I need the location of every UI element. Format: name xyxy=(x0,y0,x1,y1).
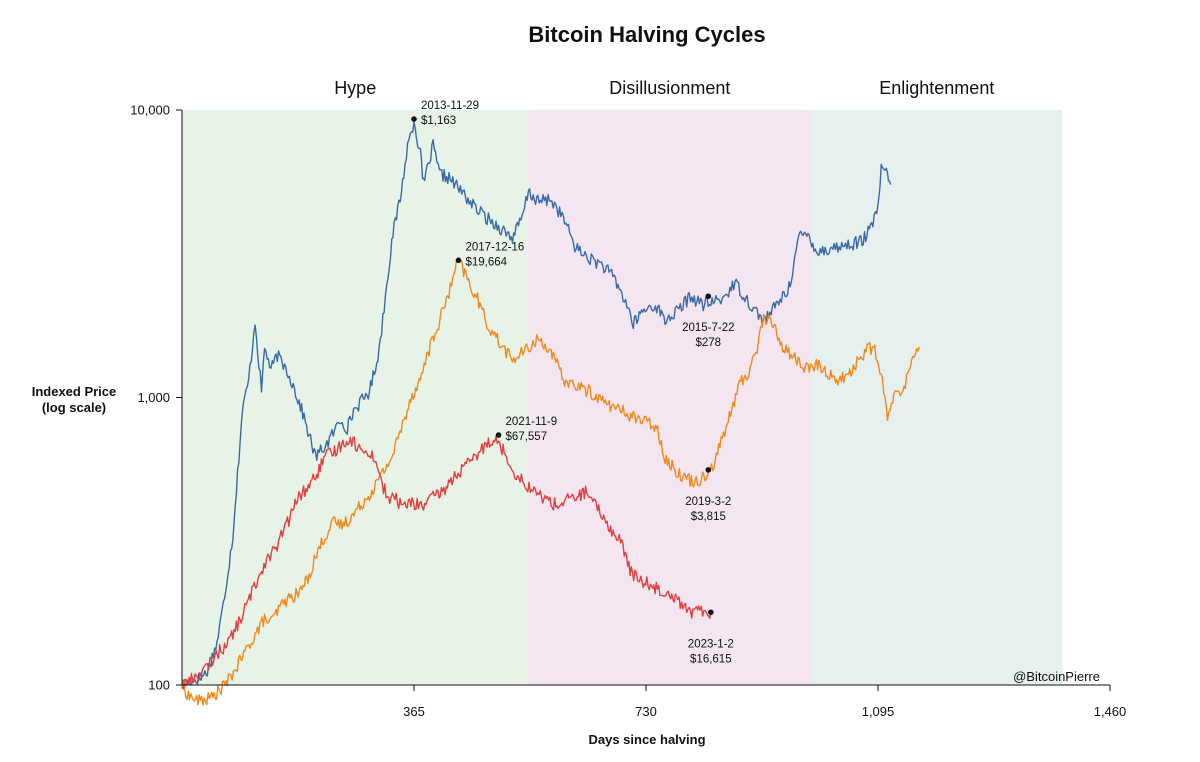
annotation-date: 2023-1-2 xyxy=(688,638,734,650)
annotation-dot xyxy=(705,467,712,473)
annotation-date: 2021-11-9 xyxy=(506,416,558,428)
x-tick-label: 365 xyxy=(403,704,425,719)
annotation-date: 2019-3-2 xyxy=(685,496,731,508)
y-tick-label: 100 xyxy=(148,678,170,693)
credit-handle: @BitcoinPierre xyxy=(1013,669,1100,684)
chart-title: Bitcoin Halving Cycles xyxy=(528,22,765,47)
phase-label-hype: Hype xyxy=(334,78,376,98)
series-lines xyxy=(181,121,920,706)
annotation-dot xyxy=(705,293,712,300)
annotation-date: 2017-12-16 xyxy=(465,241,524,253)
annotation-dot xyxy=(455,257,462,264)
phase-band-enlightenment xyxy=(811,110,1063,685)
x-tick-label: 1,460 xyxy=(1094,704,1127,719)
annotation-price: $1,163 xyxy=(421,115,456,127)
annotation-date: 2013-11-29 xyxy=(421,100,479,112)
annotation-price: $3,815 xyxy=(691,511,726,523)
phase-band-disillusionment xyxy=(528,110,812,685)
phase-bands xyxy=(182,110,1063,685)
x-tick-label: 1,095 xyxy=(862,704,895,719)
series-line-2012-halving-cycle xyxy=(181,121,892,689)
x-tick-label: 730 xyxy=(635,704,657,719)
annotation-dot xyxy=(495,432,502,438)
x-axis-label: Days since halving xyxy=(588,732,705,747)
y-axis-label-line2: (log scale) xyxy=(42,400,106,415)
annotation-price: $19,664 xyxy=(465,256,507,268)
series-line-2020-halving-cycle xyxy=(181,435,712,690)
tick-labels: 100 1,000 10,000 365 730 1,095 1,460 xyxy=(130,103,1126,720)
phase-label-disillusionment: Disillusionment xyxy=(609,78,730,98)
y-tick-label: 10,000 xyxy=(130,103,170,118)
annotation-price: $278 xyxy=(695,337,721,349)
annotation-dot xyxy=(411,116,417,122)
y-axis-label-line1: Indexed Price xyxy=(32,384,117,399)
annotation-price: $16,615 xyxy=(690,653,732,665)
y-tick-label: 1,000 xyxy=(137,390,170,405)
phase-band-hype xyxy=(182,110,529,685)
annotation-date: 2015-7-22 xyxy=(682,322,734,334)
annotation-price: $67,557 xyxy=(506,431,548,443)
series-line-2016-halving-cycle xyxy=(181,257,920,706)
annotation-dot xyxy=(708,609,714,616)
phase-labels: Hype Disillusionment Enlightenment xyxy=(334,78,994,98)
phase-label-enlightenment: Enlightenment xyxy=(879,78,994,98)
annotations: 2013-11-29 $1,163 2017-12-16 $19,664 2021-11… xyxy=(411,100,735,665)
